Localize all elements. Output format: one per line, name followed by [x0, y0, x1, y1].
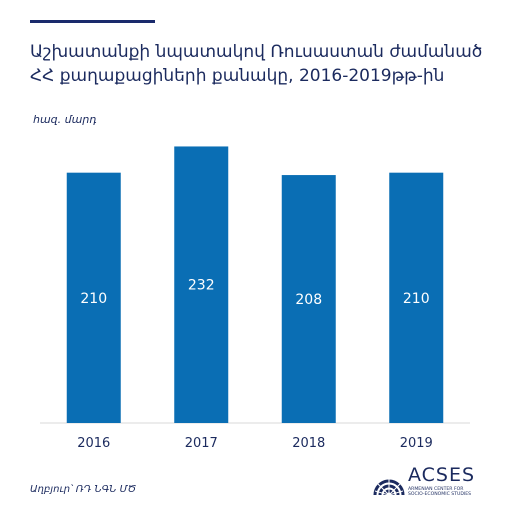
bar-2016	[66, 172, 121, 423]
logo-name: ACSES	[408, 464, 476, 486]
chart-title: Աշխատանքի նպատակով Ռուսաստան ժամանած ՀՀ …	[30, 40, 500, 88]
chart-title-line-1: Աշխատանքի նպատակով Ռուսաստան ժամանած	[30, 42, 483, 62]
chart-title-line-2: ՀՀ քաղաքացիների քանակը, 2016-2019թթ-ին	[30, 66, 445, 86]
bar-2018	[281, 175, 336, 423]
bar-2019	[389, 172, 444, 423]
logo-subtitle-line-1: ARMENIAN CENTER FOR	[408, 487, 464, 492]
x-tick-label-2018: 2018	[292, 436, 325, 451]
acses-logo: ACSES ARMENIAN CENTER FOR SOCIO-ECONOMIC…	[372, 464, 492, 498]
title-accent-rule	[30, 20, 155, 23]
logo-subtitle-line-2: SOCIO-ECONOMIC STUDIES	[408, 492, 472, 497]
unit-label: հազ. մարդ	[33, 113, 97, 126]
x-tick-label-2016: 2016	[77, 436, 110, 451]
bar-2017	[174, 146, 229, 423]
x-tick-label-2019: 2019	[400, 436, 433, 451]
source-note: Աղբյուր՝ ՌԴ ՆԳՆ ՄԾ	[30, 484, 137, 495]
data-label-2016: 210	[80, 291, 107, 307]
data-label-2017: 232	[188, 278, 215, 294]
acses-logo-mark-icon	[373, 478, 405, 496]
logo-subtitle: ARMENIAN CENTER FOR SOCIO-ECONOMIC STUDI…	[408, 487, 498, 497]
x-tick-label-2017: 2017	[185, 436, 218, 451]
data-label-2018: 208	[295, 292, 322, 308]
data-label-2019: 210	[403, 291, 430, 307]
